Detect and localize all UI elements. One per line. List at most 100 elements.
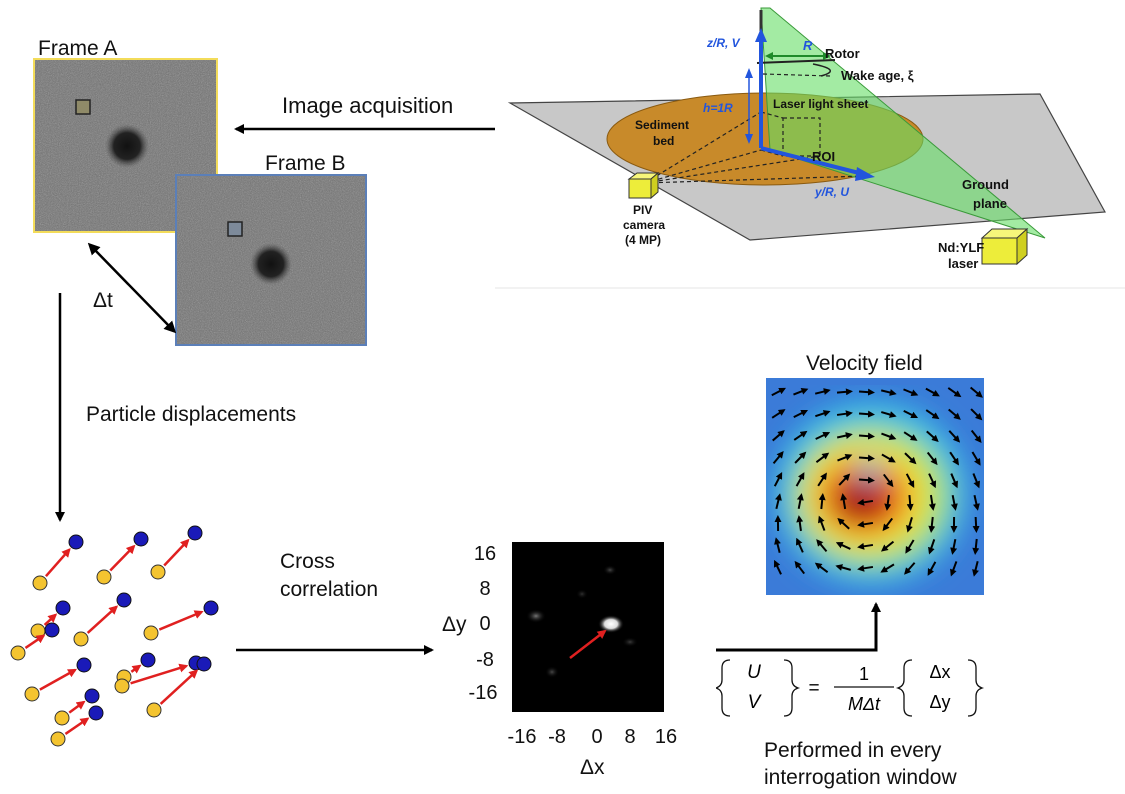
- particle-frame-a: [143, 625, 159, 641]
- velocity-vector: [881, 453, 896, 463]
- piv-setup-diagram: z/R, V R Rotor Wake age, ξ Laser light s…: [507, 7, 1106, 271]
- velocity-vector: [947, 387, 962, 398]
- velocity-vector: [906, 494, 914, 511]
- h-label: h=1R: [703, 101, 733, 115]
- displacement-vector: [43, 613, 58, 626]
- particle-frame-a: [150, 564, 166, 580]
- particle-frame-a: [54, 710, 70, 726]
- velocity-vector: [793, 388, 809, 396]
- velocity-vector: [857, 520, 874, 528]
- velocity-vector: [795, 537, 804, 553]
- velocity-vector: [970, 408, 983, 421]
- velocity-vector: [925, 409, 940, 420]
- z-axis-label: z/R, V: [706, 36, 741, 50]
- velocity-vector: [973, 494, 980, 511]
- performed-label-2: interrogation window: [764, 766, 957, 789]
- displacement-vector: [86, 605, 119, 634]
- velocity-vector: [880, 540, 895, 552]
- velocity-vector: [882, 473, 894, 488]
- velocity-vector: [814, 388, 831, 395]
- velocity-vector: [794, 560, 806, 575]
- velocity-vector: [970, 429, 982, 444]
- x-tick: -16: [507, 726, 537, 748]
- particle-frame-a: [50, 731, 66, 747]
- formula-u: U: [747, 662, 761, 683]
- cross-label: Cross: [280, 550, 335, 573]
- velocity-vector: [927, 561, 937, 576]
- velocity-vector: [928, 494, 936, 511]
- roi-box: [760, 111, 821, 157]
- velocity-vector: [972, 538, 980, 555]
- particle-frame-a: [96, 569, 112, 585]
- velocity-vector: [905, 473, 915, 488]
- particle-frame-b: [140, 652, 156, 668]
- velocity-vector: [817, 472, 827, 487]
- velocity-vector: [857, 542, 874, 550]
- displacement-vector: [158, 610, 204, 631]
- velocity-vector: [903, 431, 918, 441]
- particle-frame-a: [24, 686, 40, 702]
- velocity-vector: [904, 562, 916, 575]
- camera-label-2: camera: [623, 218, 665, 232]
- velocity-arrow: [716, 602, 881, 652]
- velocity-vector: [835, 564, 852, 571]
- sediment-label-2: bed: [653, 134, 674, 148]
- velocity-vector: [971, 451, 981, 466]
- camera-label-1: PIV: [633, 203, 652, 217]
- roi-label: ROI: [812, 149, 835, 164]
- y-axis-label: y/R, U: [814, 185, 849, 199]
- velocity-vector: [773, 472, 783, 487]
- velocity-vector: [840, 493, 848, 510]
- velocity-vector: [880, 563, 895, 573]
- velocity-vector: [794, 451, 807, 464]
- velocity-field-map: [766, 378, 984, 595]
- formula-dy: Δy: [929, 692, 950, 712]
- particle-frame-a: [32, 575, 48, 591]
- formula-v: V: [748, 692, 763, 713]
- y-tick: 16: [473, 543, 497, 565]
- velocity-vector: [835, 541, 851, 550]
- velocity-vector: [818, 515, 826, 531]
- velocity-vector: [772, 430, 785, 442]
- particle-frame-b: [44, 622, 60, 638]
- formula-numerator: 1: [859, 664, 869, 684]
- velocity-vector: [928, 516, 936, 533]
- velocity-vector: [950, 473, 959, 489]
- velocity-vector: [771, 387, 786, 397]
- particle-frame-b: [84, 688, 100, 704]
- velocity-vector: [771, 409, 786, 419]
- particle-frame-b: [76, 657, 92, 673]
- wake-age-label: Wake age, ξ: [841, 68, 914, 83]
- velocity-vector: [881, 432, 897, 440]
- velocity-vector: [904, 452, 917, 465]
- particle-frame-b: [116, 592, 132, 608]
- velocity-vector: [950, 561, 958, 577]
- formula-dx: Δx: [929, 662, 950, 682]
- displacement-vector: [64, 717, 90, 735]
- r-label: R: [803, 38, 813, 53]
- camera-view-lines: [644, 111, 866, 184]
- nd-yLF-laser: [980, 227, 1029, 266]
- velocity-vector: [774, 537, 781, 554]
- velocity-vector: [858, 432, 875, 440]
- velocity-vector: [906, 517, 913, 533]
- velocity-vector: [858, 410, 875, 418]
- velocity-vector: [969, 386, 983, 398]
- ground-label-1: Ground: [962, 177, 1009, 192]
- laser-label-2: laser: [948, 256, 978, 271]
- y-tick: 8: [479, 578, 491, 600]
- velocity-vector: [925, 387, 940, 397]
- displacement-vector: [44, 548, 71, 578]
- frame-a-label: Frame A: [38, 37, 118, 60]
- y-tick: -8: [476, 649, 494, 671]
- velocity-vector: [880, 411, 897, 418]
- velocity-vector: [836, 410, 853, 418]
- laser-label-1: Nd:YLF: [938, 240, 984, 255]
- velocity-vector: [793, 409, 809, 419]
- velocity-vector: [884, 494, 892, 511]
- dt-label: Δt: [93, 289, 113, 312]
- correlation-label: correlation: [280, 578, 379, 601]
- velocity-vector: [838, 473, 851, 486]
- velocity-vector: [880, 389, 897, 396]
